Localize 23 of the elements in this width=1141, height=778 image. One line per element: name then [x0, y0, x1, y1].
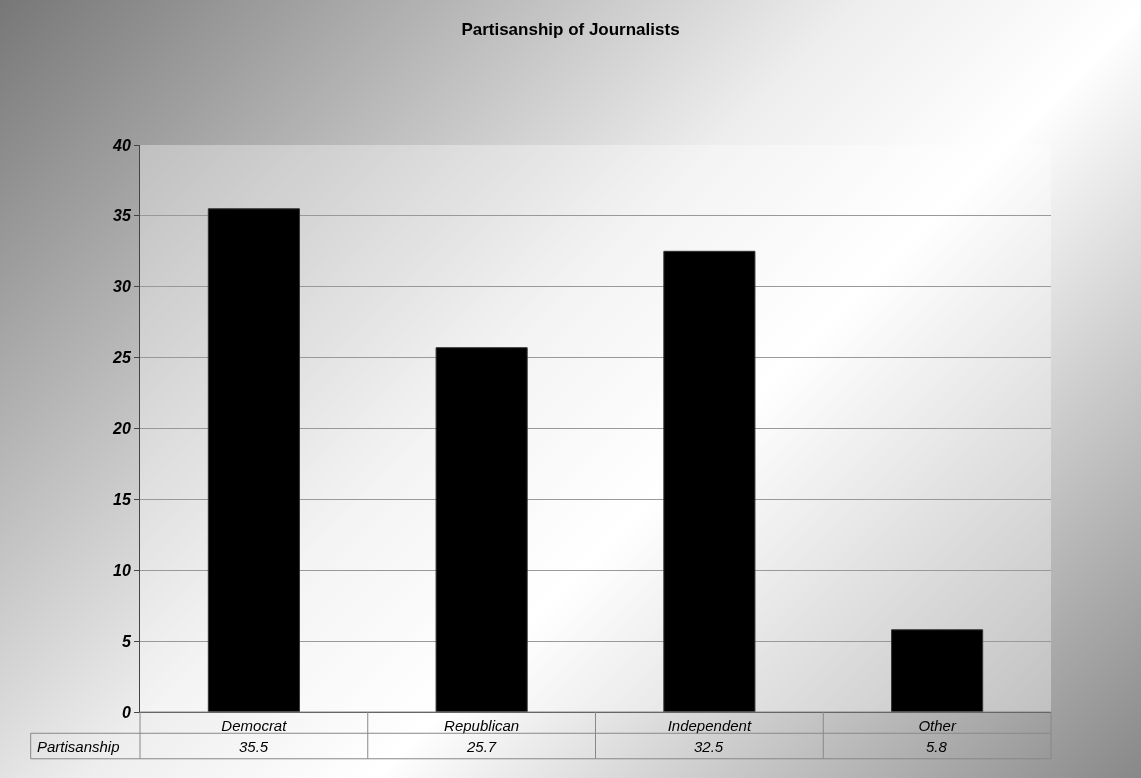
y-tick-label: 5: [121, 632, 132, 650]
bar: [891, 629, 984, 712]
x-tick-label: Republican: [444, 717, 520, 734]
data-label: 5.8: [926, 738, 948, 755]
y-tick-label: 0: [121, 703, 131, 721]
data-label: 32.5: [694, 738, 724, 755]
y-tick-label: 35: [113, 207, 132, 225]
data-label: 35.5: [239, 738, 269, 755]
chart-title: Partisanship of Journalists: [461, 20, 680, 40]
data-label: 25.7: [466, 738, 497, 755]
text: Partisanship: [37, 738, 120, 755]
bar: [435, 347, 528, 712]
x-tick-label: Other: [918, 717, 957, 734]
y-tick-label: 40: [112, 136, 131, 154]
x-tick-label: Democrat: [221, 717, 288, 734]
y-tick-label: 20: [112, 420, 131, 438]
y-tick-label: 15: [113, 490, 132, 508]
y-tick-label: 10: [113, 561, 131, 579]
x-tick-label: Independent: [667, 717, 752, 734]
bar: [207, 208, 300, 712]
bar: [663, 250, 756, 712]
y-tick-label: 30: [113, 278, 131, 296]
y-tick-label: 25: [112, 349, 132, 367]
